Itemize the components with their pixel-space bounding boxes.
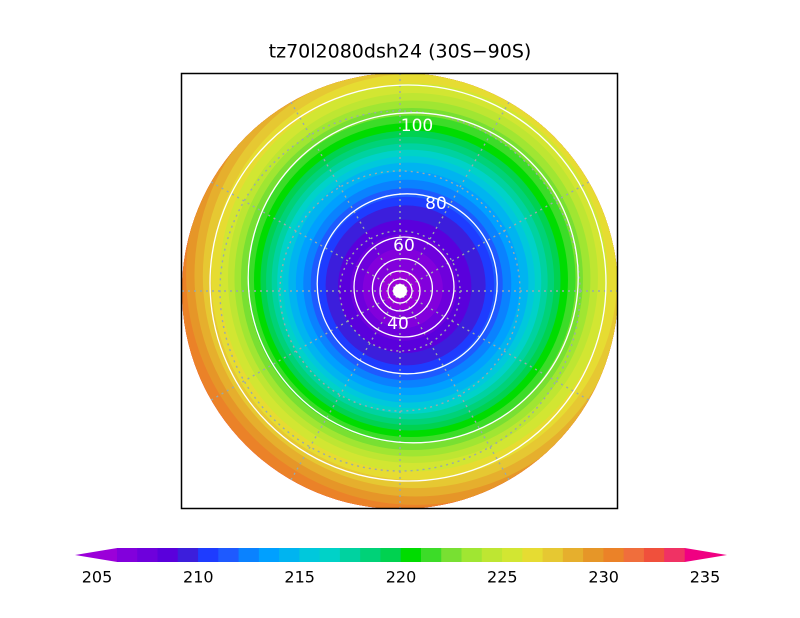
contour-line [353, 236, 455, 338]
meridian [399, 290, 600, 407]
contour-line [209, 84, 607, 482]
colorbar-swatch [400, 548, 422, 562]
lat-lon-grid [182, 73, 618, 509]
contour-line [379, 270, 421, 312]
contour-line [316, 193, 498, 375]
colorbar-swatch [664, 548, 686, 562]
colorbar-swatch [583, 548, 604, 562]
colorbar-swatch [643, 548, 665, 562]
meridian [399, 175, 600, 292]
contour-label: 40 [387, 314, 409, 334]
colorbar-swatch [623, 548, 645, 562]
colorbar-label: 235 [690, 568, 721, 587]
colorbar-swatch [542, 548, 564, 562]
contour-label: 100 [401, 116, 433, 136]
contour-line [247, 112, 579, 444]
colorbar-label: 215 [284, 568, 315, 587]
meridian [399, 91, 516, 292]
meridian [284, 290, 401, 491]
colorbar-swatch [137, 548, 159, 562]
colorbar-swatch [218, 548, 240, 562]
colorbar-swatch [522, 548, 544, 562]
meridian [200, 290, 401, 407]
colorbar-swatch [603, 548, 625, 562]
colorbar-swatch [198, 548, 219, 562]
colorbar-swatch [380, 548, 402, 562]
contours: 100 80 60 40 [209, 84, 607, 482]
colorbar-label: 205 [82, 568, 113, 587]
colorbar-swatch [360, 548, 382, 562]
colorbar-swatch [116, 548, 138, 562]
colorbar-swatch [299, 548, 321, 562]
colorbar-label: 230 [588, 568, 619, 587]
colorbar-label: 210 [183, 568, 214, 587]
colorbar-swatch [562, 548, 584, 562]
contour-line [387, 278, 413, 304]
colorbar-end [684, 548, 727, 562]
colorbar-swatch [420, 548, 442, 562]
colorbar-swatch [238, 548, 260, 562]
pole [393, 284, 407, 298]
meridian [399, 290, 516, 491]
meridian [200, 175, 401, 292]
colorbar-swatch [177, 548, 199, 562]
colorbar-swatch [441, 548, 463, 562]
colorbar-label: 220 [386, 568, 417, 587]
colorbar-swatch [319, 548, 341, 562]
colorbar-label: 225 [487, 568, 518, 587]
colorbar-swatch [279, 548, 300, 562]
colorbar-swatch [502, 548, 523, 562]
temperature-field [182, 73, 618, 509]
frame [180, 72, 619, 510]
meridian [284, 91, 401, 292]
contour-line [371, 257, 434, 320]
colorbar-swatch [258, 548, 280, 562]
colorbar-swatch [157, 548, 179, 562]
colorbar-swatch [339, 548, 361, 562]
title: tz70l2080dsh24 (30S−90S) [269, 41, 532, 63]
colorbar-swatch [481, 548, 503, 562]
contour-label: 80 [425, 194, 447, 214]
colorbar-end [75, 548, 118, 562]
contour-label: 60 [393, 236, 415, 256]
colorbar: 205 210 215 220 225 230 235 [75, 548, 727, 587]
colorbar-swatch [461, 548, 483, 562]
